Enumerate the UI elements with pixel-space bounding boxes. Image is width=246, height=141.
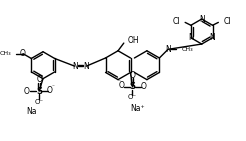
Text: O⁻: O⁻ [128,94,137,100]
Text: S: S [129,82,136,91]
Text: ⁻: ⁻ [51,86,54,91]
Text: N: N [72,62,77,71]
Text: Cl: Cl [223,17,231,26]
Text: N: N [210,33,215,42]
Text: CH₃: CH₃ [0,51,11,56]
Text: O: O [129,71,135,80]
Text: O: O [47,86,53,95]
Text: N: N [188,33,194,42]
Text: O⁻: O⁻ [35,99,44,105]
Text: Na⁺: Na⁺ [130,103,145,113]
Text: Na: Na [26,107,37,116]
Text: O: O [36,75,42,84]
Text: N: N [165,45,171,54]
Text: ⁻: ⁻ [118,81,121,85]
Text: N: N [83,62,89,71]
Text: OH: OH [128,36,139,45]
Text: S: S [36,87,42,96]
Text: O: O [119,81,125,90]
Text: CH₃: CH₃ [182,47,193,52]
Text: O: O [24,87,30,96]
Text: N: N [199,15,205,24]
Text: O: O [20,49,26,58]
Text: Cl: Cl [173,17,180,26]
Text: O: O [141,82,147,91]
